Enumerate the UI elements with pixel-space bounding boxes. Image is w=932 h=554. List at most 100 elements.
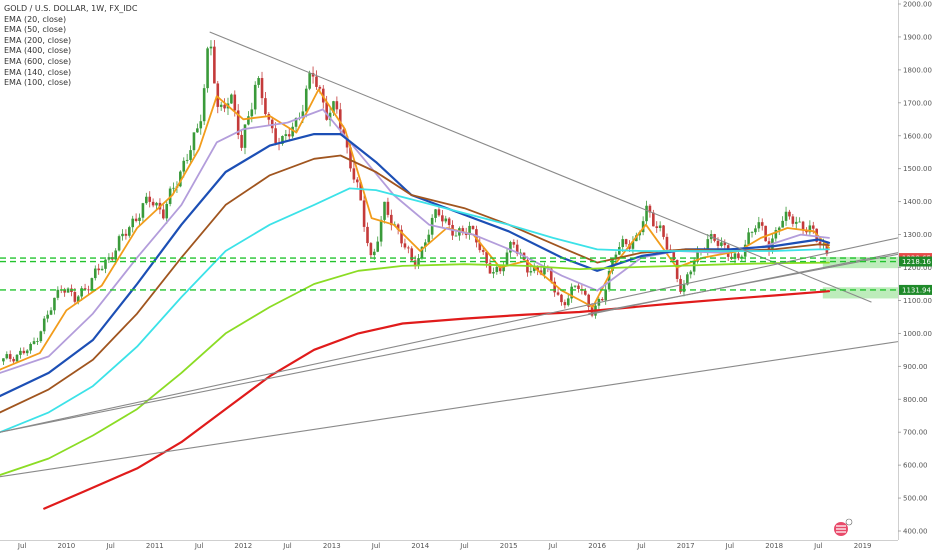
candle bbox=[682, 280, 686, 297]
candle bbox=[774, 227, 778, 242]
price-axis: 400.00 500.00 600.00 700.00 800.00 900.00 1000… bbox=[898, 0, 932, 550]
level-label-bg-2 bbox=[899, 284, 932, 295]
candle bbox=[788, 209, 791, 220]
candle bbox=[407, 245, 410, 254]
y-tick-label: 1000.00 bbox=[903, 330, 932, 338]
candle bbox=[410, 246, 414, 262]
candle bbox=[29, 342, 32, 354]
candle bbox=[471, 225, 475, 230]
candle bbox=[284, 129, 288, 142]
series-line-6 bbox=[43, 290, 831, 510]
candle bbox=[529, 266, 533, 276]
candle bbox=[19, 347, 22, 359]
candle bbox=[352, 162, 356, 184]
candle bbox=[400, 225, 403, 248]
candle bbox=[107, 253, 111, 264]
candle bbox=[236, 104, 240, 140]
candle bbox=[648, 204, 652, 218]
candle bbox=[566, 294, 570, 307]
x-tick-label: Jul bbox=[459, 542, 469, 550]
x-tick-label: Jul bbox=[548, 542, 558, 550]
candle bbox=[2, 358, 5, 366]
candle bbox=[597, 297, 601, 310]
candle bbox=[311, 66, 315, 84]
candle bbox=[641, 216, 645, 236]
candle bbox=[148, 191, 152, 208]
candle bbox=[100, 265, 104, 271]
candle bbox=[257, 76, 260, 88]
candle bbox=[66, 287, 70, 293]
candle bbox=[801, 220, 805, 236]
candle bbox=[172, 182, 175, 193]
candle bbox=[791, 214, 795, 227]
x-tick-label: 2015 bbox=[500, 542, 518, 550]
candle bbox=[556, 288, 560, 296]
candle bbox=[495, 264, 499, 275]
candle bbox=[93, 265, 97, 281]
y-tick-label: 1400.00 bbox=[903, 198, 932, 206]
y-tick-label: 1100.00 bbox=[903, 297, 932, 305]
highlight-zones bbox=[822, 256, 898, 299]
candle bbox=[145, 192, 148, 205]
candle bbox=[723, 239, 727, 250]
candle bbox=[447, 217, 451, 229]
candle bbox=[645, 200, 648, 225]
candle bbox=[434, 208, 437, 223]
candle bbox=[223, 98, 226, 113]
logo-stripes bbox=[836, 525, 846, 533]
trendline-3[interactable] bbox=[588, 253, 899, 315]
candle bbox=[196, 123, 199, 133]
candle bbox=[390, 209, 393, 231]
y-tick-label: 1600.00 bbox=[903, 132, 932, 140]
highlight-zone-1 bbox=[822, 287, 898, 299]
candle bbox=[764, 225, 767, 242]
candle bbox=[430, 214, 434, 239]
trendlines bbox=[0, 31, 899, 478]
candle bbox=[444, 215, 448, 224]
trendline-4[interactable] bbox=[0, 341, 899, 478]
candle bbox=[675, 259, 679, 283]
candle bbox=[808, 220, 812, 235]
candle bbox=[720, 237, 723, 248]
candle bbox=[206, 46, 209, 93]
candle bbox=[179, 170, 182, 188]
y-tick-label: 1500.00 bbox=[903, 165, 932, 173]
candle bbox=[750, 231, 754, 238]
candle bbox=[403, 238, 407, 250]
candle bbox=[32, 337, 36, 345]
candle bbox=[46, 310, 49, 323]
trendline-0[interactable] bbox=[209, 31, 872, 303]
x-tick-label: Jul bbox=[282, 542, 292, 550]
candle bbox=[230, 93, 233, 104]
logo-badge bbox=[845, 518, 853, 526]
candle bbox=[798, 217, 801, 223]
y-tick-label: 1800.00 bbox=[903, 66, 932, 74]
candle bbox=[618, 242, 621, 256]
candle bbox=[59, 285, 63, 294]
candle bbox=[366, 222, 369, 247]
candle bbox=[240, 130, 243, 151]
candle bbox=[155, 201, 158, 210]
y-tick-label: 800.00 bbox=[903, 396, 928, 404]
candle bbox=[600, 297, 604, 302]
candle bbox=[5, 351, 9, 360]
candle bbox=[15, 354, 19, 363]
candle bbox=[209, 40, 213, 56]
candle bbox=[189, 145, 192, 165]
candle bbox=[73, 287, 77, 305]
trendline-1[interactable] bbox=[0, 237, 899, 433]
candle bbox=[63, 287, 66, 297]
y-tick-label: 1300.00 bbox=[903, 231, 932, 239]
series-line-4 bbox=[0, 187, 830, 434]
candlesticks bbox=[2, 40, 829, 366]
tradingview-logo-icon[interactable] bbox=[833, 518, 853, 538]
candle bbox=[624, 238, 628, 247]
candle bbox=[274, 122, 277, 146]
candle bbox=[97, 263, 100, 275]
candle bbox=[760, 218, 764, 231]
candle bbox=[325, 95, 328, 121]
candle bbox=[784, 206, 788, 226]
candle bbox=[461, 225, 465, 236]
